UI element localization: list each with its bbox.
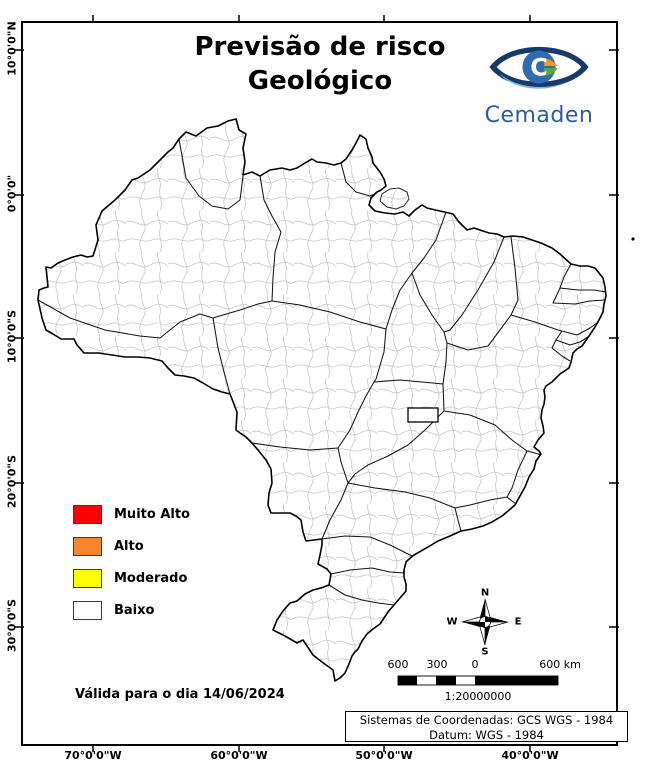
lat-label-10s: 10°0'0"S	[5, 309, 19, 364]
lon-label-50w: 50°0'0"W	[355, 749, 413, 762]
legend-swatch-moderado	[73, 569, 102, 588]
compass-s-label: S	[481, 646, 489, 658]
lon-label-60w: 60°0'0"W	[210, 749, 268, 762]
page-title-line2: Geológico	[247, 66, 393, 96]
fernando-noronha-dot	[631, 237, 635, 241]
cemaden-eye-icon: C	[489, 46, 589, 89]
map-neatline	[21, 21, 618, 746]
scale-ratio: 1:20000000	[444, 690, 512, 703]
lat-label-20s: 20°0'0"S	[5, 454, 19, 509]
legend-swatch-alto	[73, 537, 102, 556]
lat-label-10n: 10°0'0"N	[5, 21, 19, 76]
state-boundaries	[38, 138, 606, 606]
page-title: Previsão de risco Geológico	[130, 30, 510, 98]
cemaden-logo-text: Cemaden	[484, 103, 594, 128]
lon-label-40w: 40°0'0"W	[501, 749, 559, 762]
legend-item: Moderado	[73, 569, 190, 588]
lon-label-70w: 70°0'0"W	[64, 749, 122, 762]
compass-w-label: W	[446, 616, 458, 628]
legend-item-label: Muito Alto	[114, 507, 190, 522]
legend: Muito Alto Alto Moderado Baixo	[73, 505, 190, 633]
legend-item-label: Baixo	[114, 603, 155, 618]
svg-text:C: C	[530, 53, 547, 81]
legend-swatch-baixo	[73, 601, 102, 620]
legend-swatch-muito-alto	[73, 505, 102, 524]
coordinate-system-line2: Datum: WGS - 1984	[429, 728, 544, 742]
lat-label-0: 0°0'0"	[5, 174, 19, 213]
scale-bar	[397, 675, 559, 686]
cemaden-logo: C Cemaden	[482, 36, 596, 128]
scale-label-600km: 600 km	[539, 658, 581, 671]
validity-date-text: Válida para o dia 14/06/2024	[75, 687, 285, 702]
scale-label-600-left: 600	[387, 658, 409, 671]
graticule-ticks	[14, 15, 619, 752]
compass-rose-icon	[461, 598, 509, 646]
legend-item: Alto	[73, 537, 190, 556]
legend-item-label: Alto	[114, 539, 144, 554]
legend-item: Baixo	[73, 601, 190, 620]
legend-item: Muito Alto	[73, 505, 190, 524]
compass-n-label: N	[480, 587, 490, 599]
coordinate-system-box: Sistemas de Coordenadas: GCS WGS - 1984 …	[345, 711, 628, 742]
page-title-line1: Previsão de risco	[194, 32, 446, 62]
coordinate-system-line1: Sistemas de Coordenadas: GCS WGS - 1984	[359, 713, 614, 727]
compass-e-label: E	[514, 616, 522, 628]
df-rectangle	[407, 407, 439, 423]
lat-label-30s: 30°0'0"S	[5, 598, 19, 653]
scale-label-300: 300	[426, 658, 448, 671]
scale-label-0: 0	[471, 658, 479, 671]
legend-item-label: Moderado	[114, 571, 188, 586]
